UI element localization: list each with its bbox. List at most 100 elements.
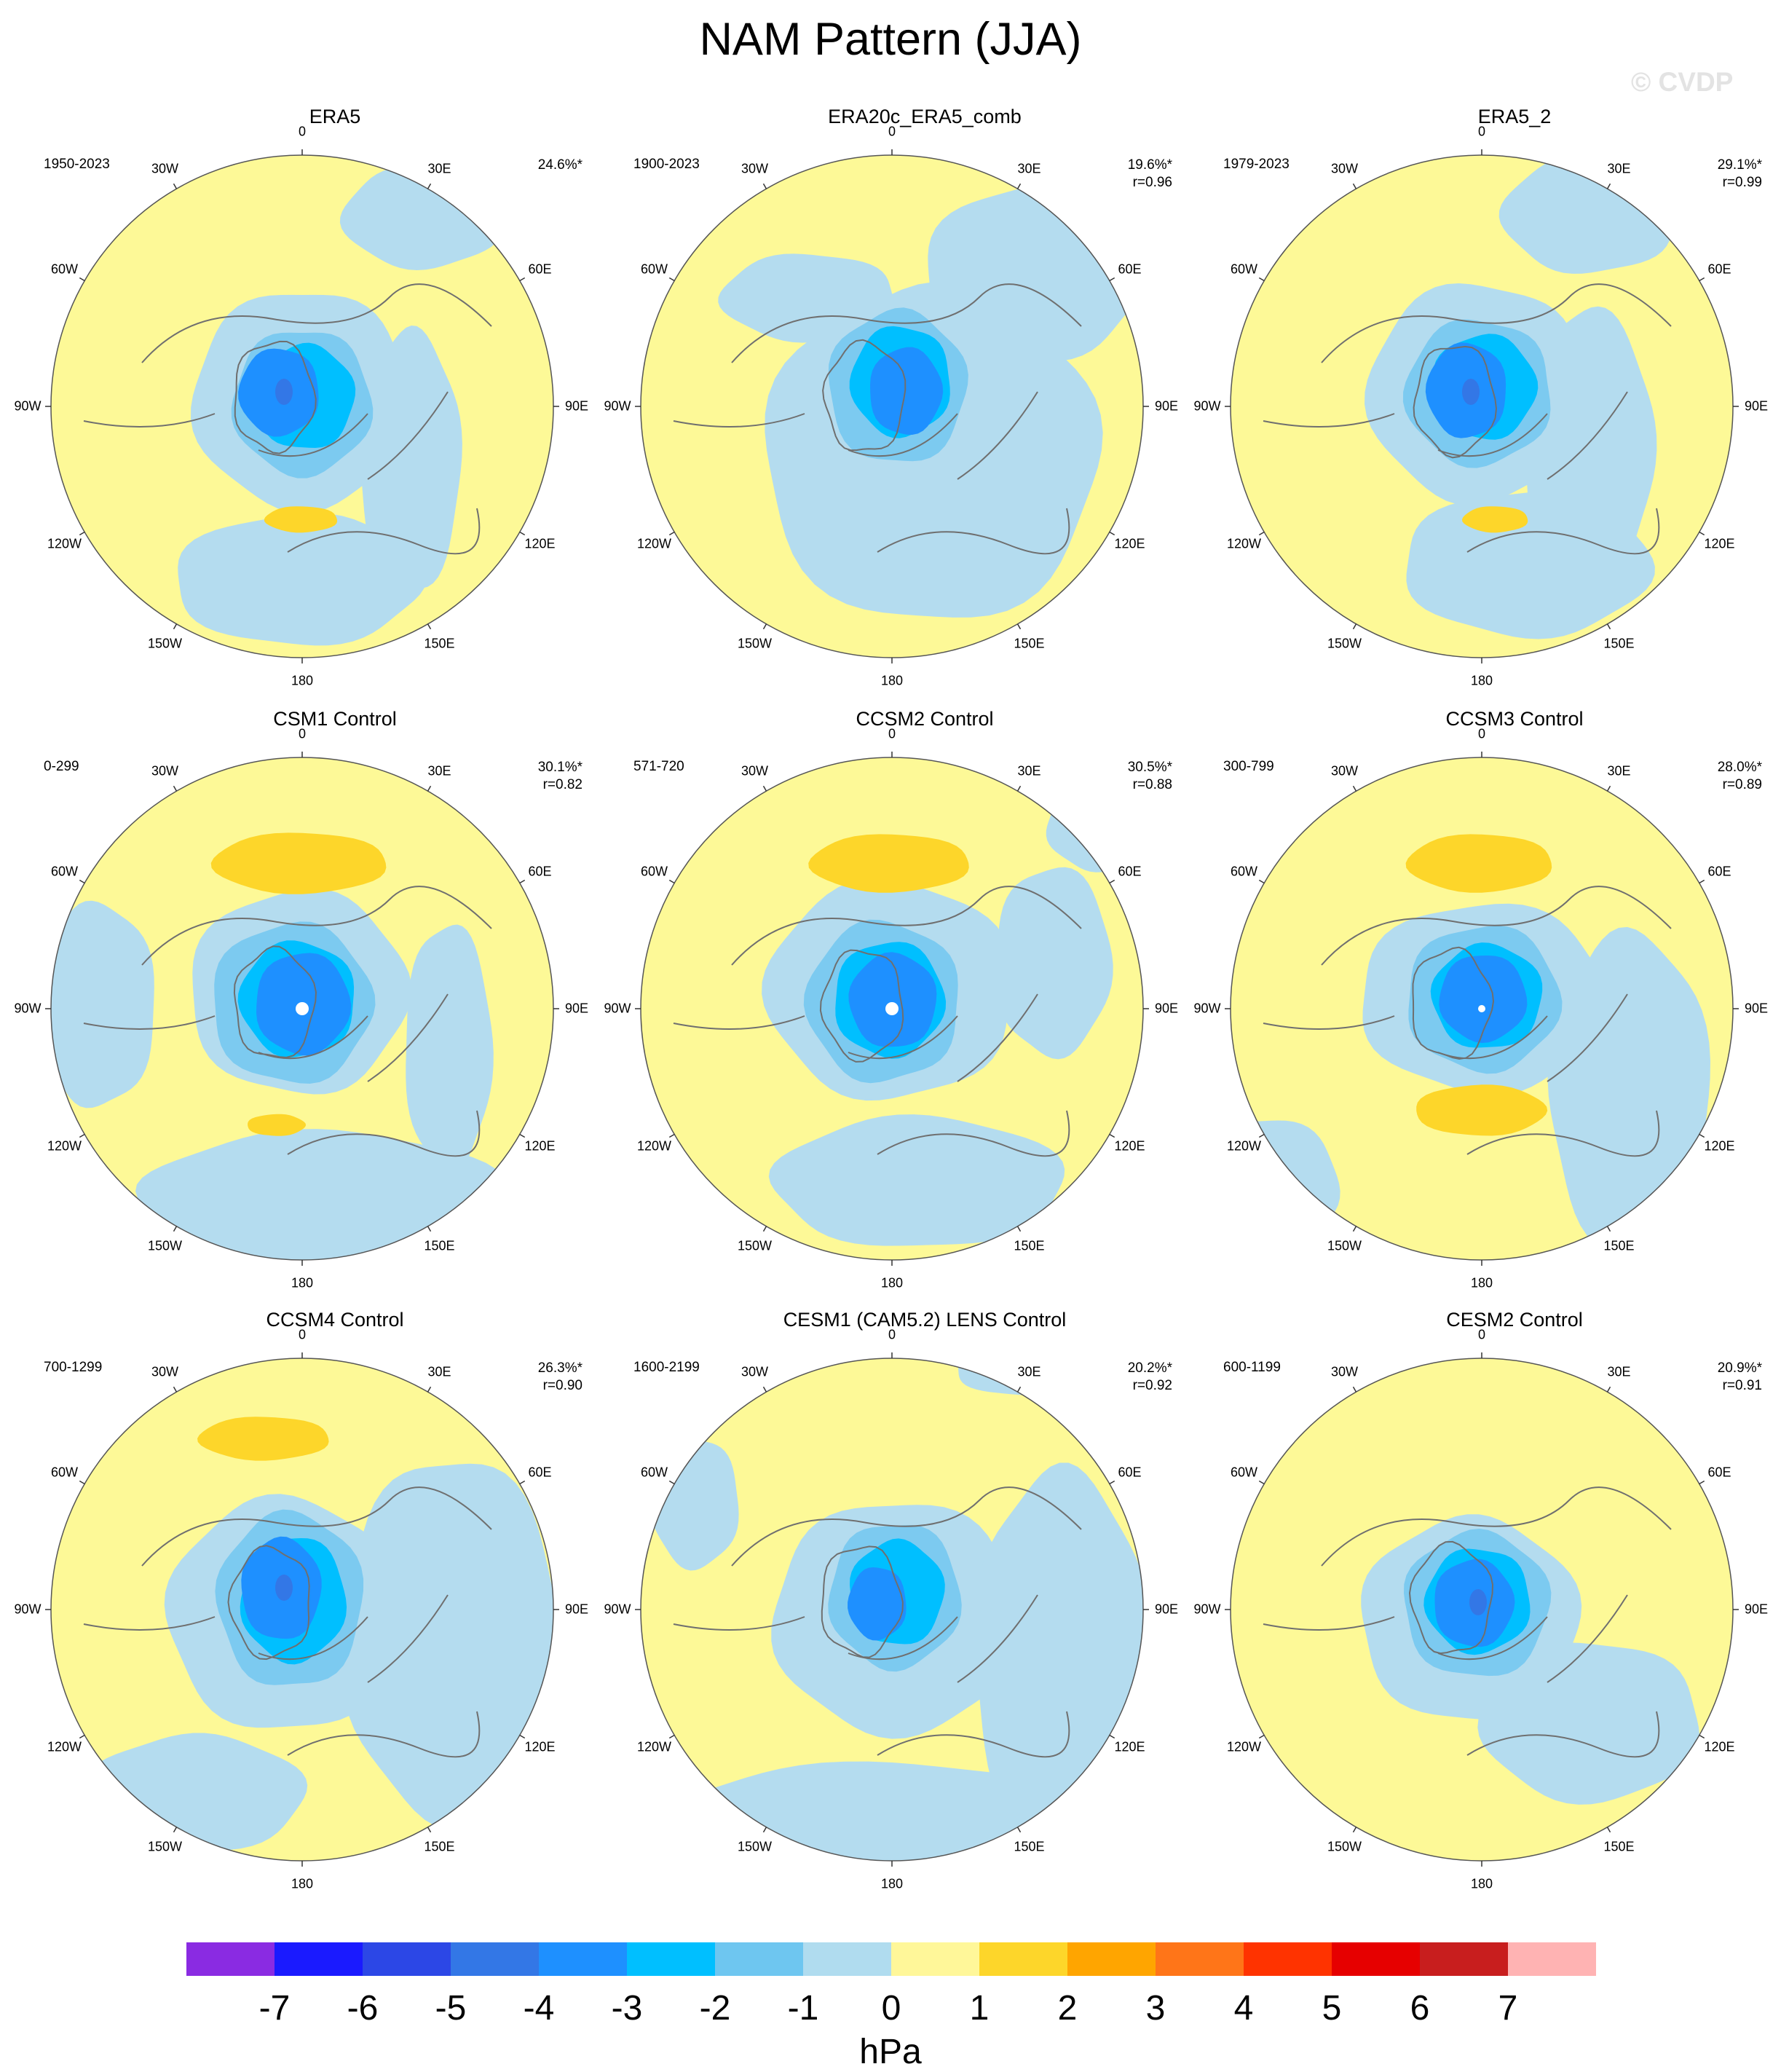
longitude-label: 90E bbox=[1154, 398, 1179, 414]
longitude-label: 30W bbox=[741, 161, 769, 176]
lon-tick bbox=[173, 1386, 178, 1393]
longitude-label: 30E bbox=[427, 763, 451, 778]
lon-tick bbox=[79, 1734, 85, 1739]
longitude-label: 0 bbox=[888, 726, 896, 741]
colorbar bbox=[186, 1942, 1596, 1976]
colorbar-swatch bbox=[1420, 1942, 1509, 1976]
lon-tick bbox=[519, 1480, 526, 1485]
figure-title: NAM Pattern (JJA) bbox=[699, 14, 1082, 65]
polar-map bbox=[1225, 752, 1739, 1266]
lon-tick bbox=[519, 531, 526, 536]
lon-tick bbox=[519, 1133, 526, 1138]
polar-map bbox=[1225, 1352, 1739, 1867]
greenland-coastline bbox=[1408, 1540, 1494, 1655]
positive-anomaly-core bbox=[197, 1417, 329, 1461]
positive-anomaly-core bbox=[248, 1114, 307, 1136]
longitude-label: 180 bbox=[1470, 1275, 1493, 1291]
lon-tick bbox=[762, 183, 767, 189]
longitude-label: 60W bbox=[50, 1465, 79, 1479]
anomaly-contour-minus-4 bbox=[848, 952, 937, 1047]
panel-title: CCSM3 Control bbox=[1445, 708, 1584, 730]
lon-tick bbox=[1109, 531, 1115, 536]
panel-title: CCSM4 Control bbox=[266, 1309, 404, 1331]
map-panel: ERA5_2 1979-2023 29.1%* r=0.99 180 150E 120E 90… bbox=[1193, 106, 1781, 696]
longitude-label: 120E bbox=[1114, 536, 1145, 551]
lon-tick bbox=[173, 1827, 178, 1833]
coastline bbox=[83, 1486, 492, 1758]
colorbar-swatch bbox=[1156, 1942, 1244, 1976]
variance-stats: 19.6%* r=0.96 bbox=[1063, 157, 1172, 192]
variance-percent: 20.2%* bbox=[1127, 1360, 1172, 1376]
lon-tick bbox=[1016, 1827, 1022, 1833]
longitude-label: 150W bbox=[1327, 1839, 1362, 1854]
longitude-label: 150E bbox=[1014, 1238, 1045, 1253]
lon-tick bbox=[173, 183, 178, 189]
map-panel: CESM2 Control 600-1199 20.9%* r=0.91 180 150E… bbox=[1193, 1309, 1781, 1899]
negative-anomaly-region bbox=[1406, 491, 1655, 639]
longitude-label: 150E bbox=[1603, 1238, 1635, 1253]
coastline bbox=[673, 283, 1082, 555]
longitude-label: 120E bbox=[524, 536, 556, 551]
negative-anomaly-region bbox=[341, 1463, 553, 1829]
longitude-label: 120W bbox=[636, 1739, 672, 1754]
lon-tick bbox=[427, 1827, 432, 1833]
negative-anomaly-region bbox=[178, 513, 427, 646]
longitude-label: 0 bbox=[888, 124, 896, 139]
longitude-label: 30E bbox=[1017, 763, 1041, 778]
longitude-label: 150W bbox=[1327, 636, 1362, 651]
anomaly-minimum bbox=[1462, 379, 1480, 405]
map-panel: CCSM2 Control 571-720 30.5%* r=0.88 180 150E 1… bbox=[604, 708, 1216, 1298]
longitude-label: 60E bbox=[1707, 864, 1731, 878]
variance-percent: 26.3%* bbox=[537, 1360, 583, 1376]
longitude-label: 150E bbox=[424, 1238, 455, 1253]
longitude-label: 30E bbox=[1017, 161, 1041, 176]
colorbar-tick-label: -7 bbox=[258, 1989, 291, 2028]
pattern-correlation: r=0.82 bbox=[542, 776, 583, 792]
longitude-label: 120W bbox=[1226, 536, 1262, 551]
pattern-correlation: r=0.91 bbox=[1722, 1377, 1762, 1393]
longitude-label: 30W bbox=[1330, 161, 1359, 176]
longitude-label: 90W bbox=[14, 398, 42, 414]
longitude-label: 60E bbox=[1118, 261, 1142, 276]
longitude-label: 90W bbox=[1193, 1001, 1221, 1016]
period-label: 1600-2199 bbox=[633, 1360, 700, 1375]
panel-title: ERA5_2 bbox=[1477, 106, 1552, 127]
longitude-label: 60W bbox=[1230, 864, 1258, 878]
lon-tick bbox=[1606, 1827, 1611, 1833]
longitude-label: 150W bbox=[147, 1839, 183, 1854]
pattern-correlation: r=0.99 bbox=[1722, 174, 1762, 190]
longitude-label: 60E bbox=[528, 261, 552, 276]
lon-tick bbox=[79, 1133, 85, 1138]
colorbar-swatch bbox=[803, 1942, 892, 1976]
colorbar-swatch bbox=[1244, 1942, 1332, 1976]
colorbar-unit: hPa bbox=[859, 2033, 922, 2071]
lon-tick bbox=[1016, 785, 1022, 792]
lon-tick bbox=[519, 879, 526, 884]
longitude-label: 180 bbox=[291, 673, 314, 688]
colorbar-swatch bbox=[1332, 1942, 1421, 1976]
lon-tick bbox=[1606, 1226, 1611, 1232]
lon-tick bbox=[1699, 531, 1705, 536]
negative-anomaly-region bbox=[406, 924, 494, 1176]
lon-tick bbox=[1699, 1480, 1705, 1485]
period-label: 300-799 bbox=[1223, 759, 1274, 774]
longitude-label: 60E bbox=[1707, 261, 1731, 276]
lon-tick bbox=[1699, 277, 1705, 282]
longitude-label: 90W bbox=[1193, 1602, 1221, 1617]
positive-anomaly-core bbox=[808, 834, 969, 893]
variance-percent: 30.5%* bbox=[1127, 760, 1172, 775]
longitude-label: 60E bbox=[528, 864, 552, 878]
longitude-label: 60W bbox=[50, 864, 79, 878]
anomaly-minimum bbox=[275, 379, 293, 405]
negative-anomaly-region bbox=[718, 253, 895, 343]
lon-tick bbox=[79, 277, 85, 282]
variance-percent: 30.1%* bbox=[537, 760, 583, 775]
lon-tick bbox=[173, 623, 178, 630]
colorbar-tick-label: -5 bbox=[435, 1989, 467, 2028]
anomaly-minimum bbox=[1469, 1589, 1487, 1615]
map-panel: CSM1 Control 0-299 30.1%* r=0.82 180 150E 120E… bbox=[14, 708, 626, 1298]
longitude-label: 150E bbox=[424, 1839, 455, 1854]
longitude-label: 60W bbox=[640, 864, 668, 878]
pole-point bbox=[296, 1002, 309, 1015]
anomaly-contour-minus-4 bbox=[870, 347, 944, 435]
